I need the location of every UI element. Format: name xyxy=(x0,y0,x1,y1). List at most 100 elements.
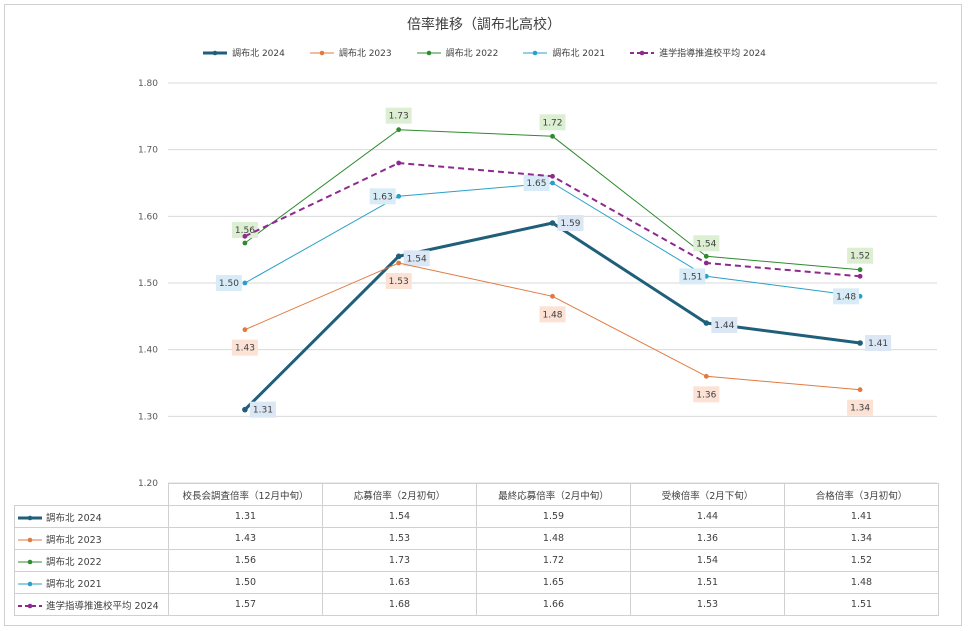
table-category-header: 受検倍率（2月下旬） xyxy=(630,483,785,506)
data-label: 1.52 xyxy=(850,252,870,262)
legend-swatch xyxy=(18,515,42,521)
legend-item: 調布北 2022 xyxy=(416,46,499,59)
chart-title: 倍率推移（調布北高校） xyxy=(407,17,561,33)
legend-swatch xyxy=(203,50,228,55)
table-row: 調布北 2021 1.50 1.63 1.65 1.51 1.48 xyxy=(14,571,939,594)
table-cell: 1.65 xyxy=(476,571,631,594)
data-point xyxy=(703,253,709,259)
data-point xyxy=(396,260,402,266)
data-label: 1.51 xyxy=(682,272,702,282)
data-label-bg xyxy=(249,401,276,418)
data-point xyxy=(857,267,863,273)
table-cell: 1.63 xyxy=(322,571,477,594)
table-cell: 1.51 xyxy=(630,571,785,594)
y-tick-label: 1.60 xyxy=(138,212,158,222)
data-point xyxy=(703,373,709,379)
data-label-bg xyxy=(693,386,720,403)
data-point xyxy=(396,160,402,166)
data-label: 1.65 xyxy=(526,179,546,189)
data-label: 1.73 xyxy=(389,112,409,122)
data-label: 1.59 xyxy=(560,219,580,229)
data-label: 1.34 xyxy=(850,404,870,414)
data-label: 1.54 xyxy=(696,239,716,249)
table-cell: 1.50 xyxy=(168,571,323,594)
data-label-bg xyxy=(557,215,584,231)
table-cell: 1.31 xyxy=(168,505,323,528)
table-cell: 1.48 xyxy=(476,527,631,550)
y-tick-label: 1.80 xyxy=(138,79,158,89)
data-label-bg xyxy=(679,268,706,285)
table-cell: 1.34 xyxy=(784,527,939,550)
table-header-row: 校長会調査倍率（12月中旬） 応募倍率（2月初旬） 最終応募倍率（2月中旬） 受… xyxy=(14,483,939,506)
table-row-header: 調布北 2023 xyxy=(14,527,169,550)
legend-label: 調布北 2022 xyxy=(445,49,499,59)
series-line xyxy=(244,129,861,271)
legend-swatch xyxy=(416,50,441,55)
data-table: 校長会調査倍率（12月中旬） 応募倍率（2月初旬） 最終応募倍率（2月中旬） 受… xyxy=(14,483,939,616)
data-point xyxy=(857,340,863,346)
table-cell: 1.56 xyxy=(168,549,323,572)
table-series-name: 進学指導推進校平均 2024 xyxy=(46,600,159,612)
table-row: 調布北 2022 1.56 1.73 1.72 1.54 1.52 xyxy=(14,549,939,572)
table-cell: 1.48 xyxy=(784,571,939,594)
table-cell: 1.73 xyxy=(322,549,477,572)
data-point xyxy=(703,260,709,266)
table-cell: 1.52 xyxy=(784,549,939,572)
legend-item: 調布北 2024 xyxy=(202,46,285,59)
data-label: 1.48 xyxy=(542,310,562,320)
data-point xyxy=(242,406,248,413)
table-category-header: 合格倍率（3月初旬） xyxy=(784,483,939,506)
table-cell: 1.54 xyxy=(322,505,477,528)
legend: 調布北 2024 調布北 2023 調布北 2022 調布北 2021 進学指導推進校平… xyxy=(0,46,968,59)
data-point xyxy=(242,240,248,246)
table-category-header: 応募倍率（2月初旬） xyxy=(322,483,477,506)
table-row: 調布北 2023 1.43 1.53 1.48 1.36 1.34 xyxy=(14,527,939,550)
data-label: 1.44 xyxy=(714,321,734,331)
legend-label: 調布北 2023 xyxy=(338,49,392,59)
data-label-bg xyxy=(847,399,874,416)
y-tick-label: 1.30 xyxy=(138,412,158,422)
table-cell: 1.51 xyxy=(784,593,939,616)
legend-item: 調布北 2023 xyxy=(309,46,392,59)
data-label: 1.72 xyxy=(542,118,562,128)
table-cell: 1.57 xyxy=(168,593,323,616)
table-cell: 1.36 xyxy=(630,527,785,550)
data-label: 1.56 xyxy=(235,226,255,236)
table-cell: 1.53 xyxy=(630,593,785,616)
table-row: 調布北 2024 1.31 1.54 1.59 1.44 1.41 xyxy=(14,505,939,528)
y-tick-label: 1.70 xyxy=(138,146,158,156)
series-line xyxy=(244,161,861,278)
legend-label: 調布北 2024 xyxy=(232,49,285,59)
table-corner xyxy=(14,483,169,506)
data-label: 1.53 xyxy=(389,277,409,287)
table-category-header: 最終応募倍率（2月中旬） xyxy=(476,483,631,506)
table-cell: 1.41 xyxy=(784,505,939,528)
data-point xyxy=(857,387,863,393)
legend-label: 調布北 2021 xyxy=(552,49,606,59)
legend-swatch xyxy=(18,559,42,565)
data-label-bg xyxy=(403,250,430,267)
table-category-header: 校長会調査倍率（12月中旬） xyxy=(168,483,323,506)
table-series-name: 調布北 2024 xyxy=(46,512,102,524)
data-label-bg xyxy=(833,288,860,305)
table-cell: 1.54 xyxy=(630,549,785,572)
data-point xyxy=(549,220,556,226)
data-label-bg xyxy=(215,275,242,291)
data-point xyxy=(550,173,555,179)
series-line xyxy=(244,262,861,391)
data-label: 1.36 xyxy=(696,390,716,400)
table-row-header: 調布北 2024 xyxy=(14,505,169,528)
legend-swatch xyxy=(523,50,548,55)
table-cell: 1.68 xyxy=(322,593,477,616)
table-cell: 1.72 xyxy=(476,549,631,572)
data-label: 1.43 xyxy=(235,344,255,354)
table-row: 進学指導推進校平均 2024 1.57 1.68 1.66 1.53 1.51 xyxy=(14,593,939,616)
data-point xyxy=(703,320,710,326)
legend-swatch xyxy=(630,50,655,55)
legend-item: 進学指導推進校平均 2024 xyxy=(629,46,766,59)
legend-item: 調布北 2021 xyxy=(522,46,605,59)
data-label-bg xyxy=(523,175,550,191)
table-row-header: 調布北 2022 xyxy=(14,549,169,572)
data-label: 1.50 xyxy=(219,279,239,289)
